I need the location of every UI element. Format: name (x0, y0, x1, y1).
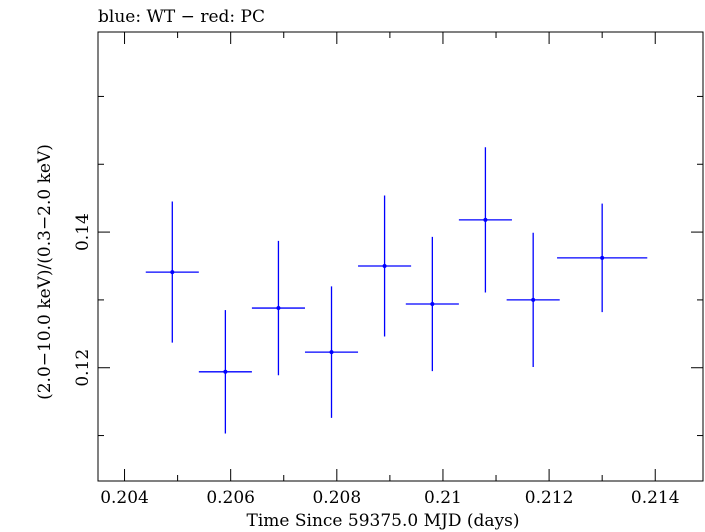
point-marker (382, 263, 387, 268)
y-tick-label: 0.12 (73, 349, 93, 387)
point-marker (329, 350, 334, 355)
point-marker (430, 301, 435, 306)
y-axis-label: (2.0−10.0 keV)/(0.3−2.0 keV) (35, 144, 55, 400)
x-tick-label: 0.212 (525, 488, 574, 508)
x-axis-ticks: 0.204 0.206 0.208 0.21 0.212 0.214 (100, 32, 680, 508)
x-tick-label: 0.214 (631, 488, 680, 508)
x-tick-label: 0.206 (206, 488, 255, 508)
point-marker (600, 255, 605, 260)
data-point (557, 203, 648, 313)
chart-title: blue: WT − red: PC (98, 7, 265, 27)
data-point (251, 240, 305, 376)
x-tick-label: 0.204 (100, 488, 149, 508)
data-point (458, 147, 512, 293)
data-point (198, 310, 252, 434)
y-axis-ticks: 0.12 0.14 (73, 95, 703, 437)
data-point (145, 201, 199, 343)
y-tick-label: 0.14 (73, 213, 93, 251)
point-marker (170, 270, 175, 275)
data-point (405, 236, 459, 372)
data-point (506, 232, 560, 368)
x-tick-label: 0.21 (424, 488, 462, 508)
data-point (304, 286, 359, 418)
x-tick-label: 0.208 (312, 488, 361, 508)
point-marker (483, 217, 488, 222)
point-marker (531, 297, 536, 302)
data-point (358, 195, 412, 337)
x-axis-label: Time Since 59375.0 MJD (days) (247, 511, 520, 531)
point-marker (223, 369, 228, 374)
plot-frame (97, 31, 704, 482)
point-marker (276, 306, 281, 311)
data-points (145, 147, 648, 434)
